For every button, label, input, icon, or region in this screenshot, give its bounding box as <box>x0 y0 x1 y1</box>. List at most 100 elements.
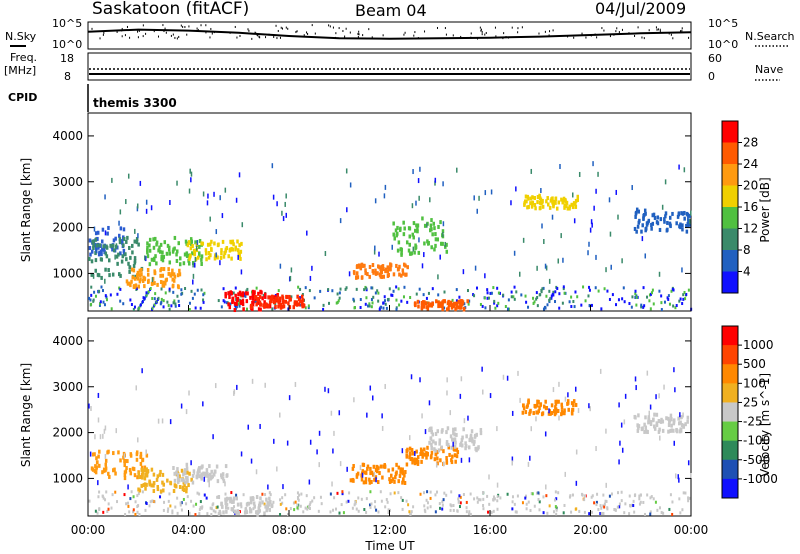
scatter-point <box>684 491 687 495</box>
scatter-point <box>230 240 233 245</box>
nsearch-point <box>615 30 617 33</box>
scatter-point <box>447 442 450 447</box>
scatter-point <box>205 496 208 500</box>
scatter-point <box>162 280 166 285</box>
scatter-point <box>97 480 99 486</box>
scatter-point <box>429 496 432 500</box>
scatter-point <box>240 505 243 509</box>
scatter-point <box>390 293 393 297</box>
scatter-point <box>191 251 194 256</box>
scatter-point <box>449 503 452 507</box>
scatter-point <box>455 299 458 303</box>
scatter-point <box>241 302 245 307</box>
scatter-point <box>217 299 220 303</box>
nsearch-point <box>328 24 330 27</box>
scatter-point <box>415 449 418 454</box>
scatter-point <box>230 256 233 261</box>
scatter-point <box>209 253 212 258</box>
scatter-point <box>646 295 649 299</box>
scatter-point <box>246 291 249 296</box>
scatter-point <box>365 497 368 501</box>
nsearch-point <box>495 35 497 38</box>
scatter-point <box>515 510 518 514</box>
scatter-point <box>298 493 301 497</box>
scatter-point <box>105 490 108 494</box>
scatter-point <box>233 301 237 306</box>
noise-strip-frame <box>87 21 692 50</box>
scatter-point <box>452 427 455 432</box>
scatter-point <box>483 296 486 300</box>
scatter-point <box>371 263 375 268</box>
scatter-point <box>198 244 201 249</box>
scatter-point <box>135 237 139 242</box>
scatter-point <box>224 497 227 502</box>
scatter-point <box>139 277 142 282</box>
scatter-point <box>167 267 170 272</box>
scatter-point <box>262 303 265 308</box>
scatter-point <box>274 296 277 301</box>
scatter-point <box>618 402 620 408</box>
scatter-point <box>454 307 457 312</box>
scatter-point <box>575 449 578 455</box>
scatter-point <box>214 383 217 389</box>
scatter-point <box>650 226 653 231</box>
scatter-point <box>584 299 587 303</box>
nsearch-point <box>295 31 297 34</box>
scatter-point <box>535 416 537 422</box>
nsearch-point <box>424 30 426 33</box>
scatter-point <box>188 390 190 396</box>
scatter-point <box>533 196 536 201</box>
scatter-point <box>454 427 457 432</box>
scatter-point <box>635 295 638 299</box>
nsearch-point <box>679 30 681 33</box>
scatter-point <box>355 271 359 276</box>
scatter-point <box>273 438 275 444</box>
scatter-point <box>387 266 391 271</box>
scatter-point <box>618 459 620 465</box>
scatter-point <box>530 426 532 432</box>
scatter-point <box>331 289 334 293</box>
nsearch-point <box>358 30 360 33</box>
scatter-point <box>245 289 248 293</box>
scatter-point <box>282 216 285 222</box>
scatter-point <box>351 477 355 482</box>
scatter-point <box>107 268 110 273</box>
scatter-point <box>426 501 429 505</box>
scatter-point <box>560 233 562 239</box>
scatter-point <box>104 498 107 502</box>
scatter-point <box>580 492 583 496</box>
scatter-point <box>643 512 646 516</box>
scatter-point <box>290 267 293 273</box>
scatter-point <box>289 507 292 511</box>
scatter-point <box>145 208 148 214</box>
scatter-point <box>687 288 690 292</box>
nsearch-point <box>248 29 250 32</box>
scatter-point <box>529 201 532 206</box>
scatter-point <box>120 259 124 264</box>
scatter-point <box>391 244 393 250</box>
scatter-point <box>455 432 458 437</box>
scatter-point <box>233 308 237 313</box>
scatter-point <box>221 504 224 509</box>
scatter-point <box>402 232 406 237</box>
nsearch-point <box>281 27 283 30</box>
scatter-point <box>496 304 499 308</box>
scatter-point <box>341 490 344 494</box>
scatter-point <box>188 301 191 305</box>
scatter-point <box>668 302 671 306</box>
nsearch-point <box>257 34 259 37</box>
scatter-point <box>431 287 434 291</box>
scatter-point <box>144 255 146 261</box>
nsearch-point <box>404 31 406 34</box>
scatter-point <box>207 193 209 199</box>
scatter-point <box>527 500 530 504</box>
noise-tick-bottom-left: 10^0 <box>52 38 82 51</box>
scatter-point <box>100 239 104 244</box>
scatter-point <box>191 296 194 300</box>
scatter-point <box>162 254 166 259</box>
scatter-point <box>405 448 408 453</box>
scatter-point <box>421 413 423 419</box>
scatter-point <box>394 228 398 233</box>
scatter-point <box>547 202 550 207</box>
nsearch-point <box>413 34 415 37</box>
